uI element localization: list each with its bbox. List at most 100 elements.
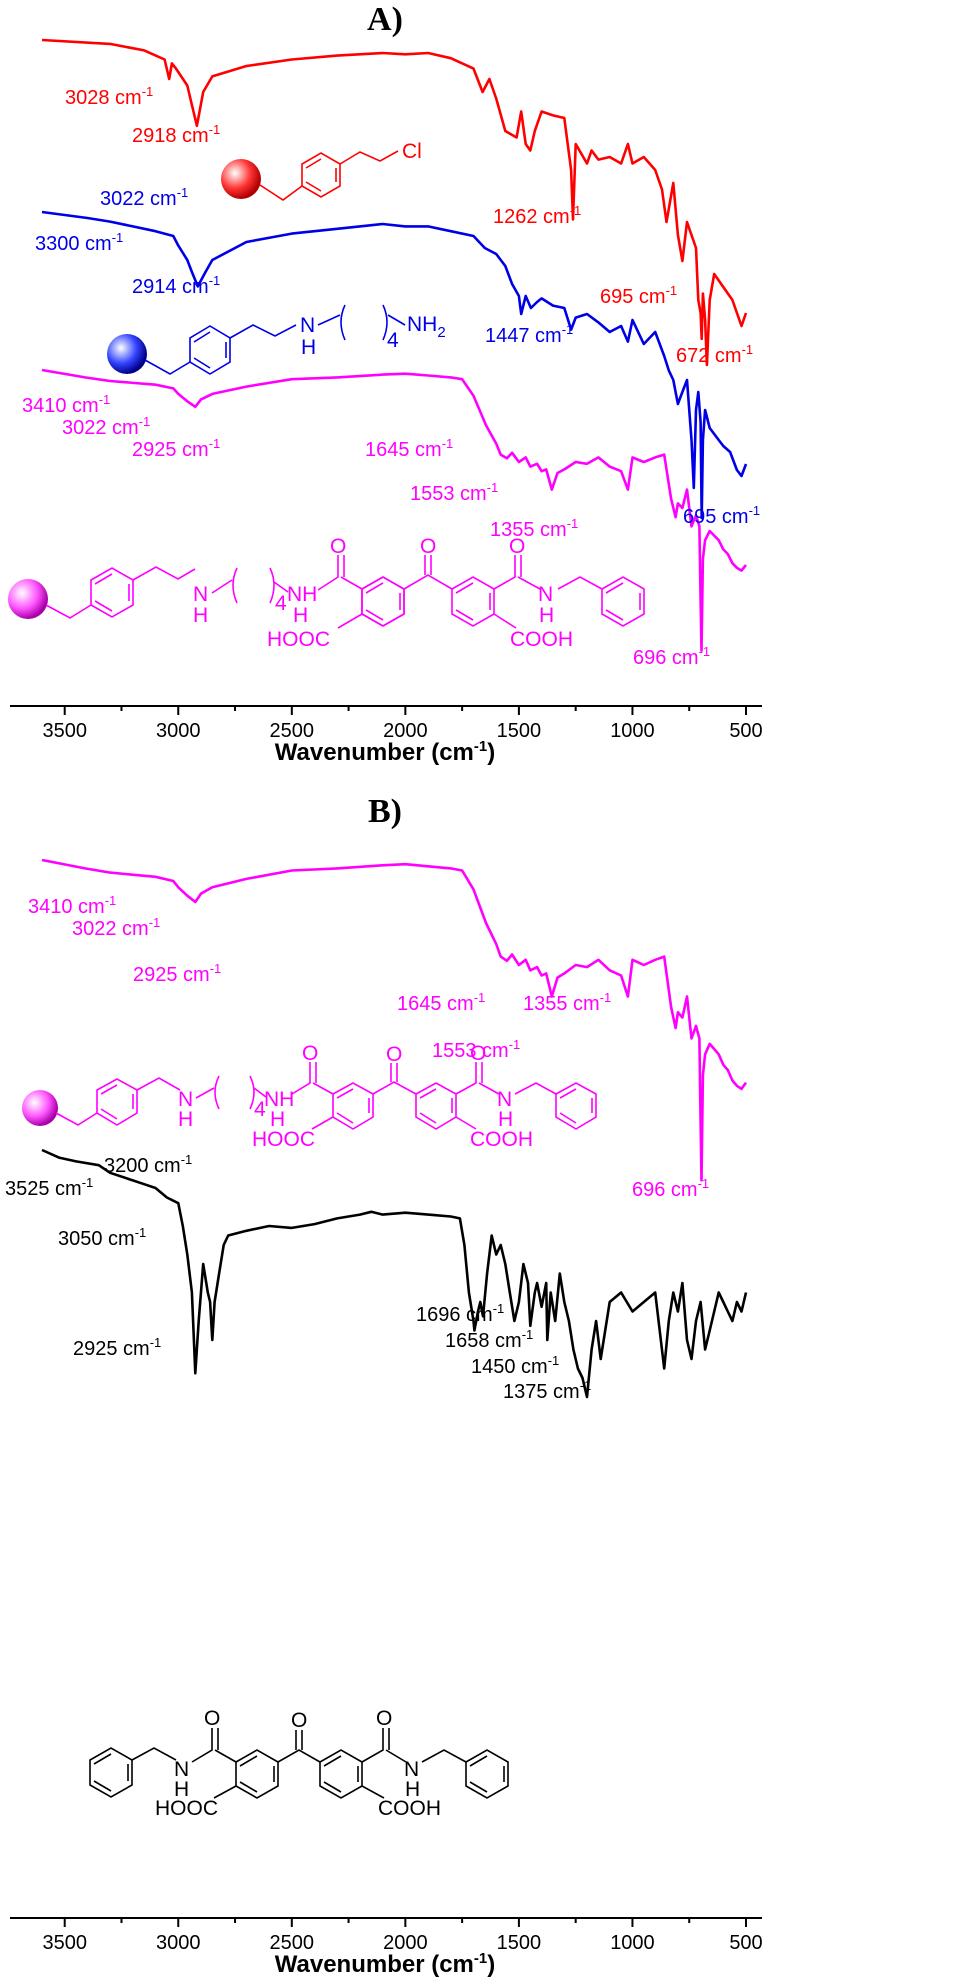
- x-tick-label: 3500: [42, 1932, 87, 1954]
- x-tick-label: 2000: [383, 1932, 428, 1954]
- x-tick-label: 1000: [610, 720, 655, 742]
- n-label-blue: N: [300, 314, 315, 337]
- resin-bead-magenta-b: [22, 1090, 58, 1126]
- resin-bead-red: [221, 159, 261, 199]
- ann-a-blue-1447: 1447 cm-1: [485, 322, 573, 347]
- spectrum-line-red: [41, 38, 748, 367]
- h-label-mag-3: H: [539, 604, 554, 627]
- structure-blue-diamine: N H 4 NH2: [107, 304, 446, 375]
- x-tick-label: 3500: [42, 720, 87, 742]
- o-label-blk-2: O: [291, 1709, 307, 1732]
- ann-a-mag-1645: 1645 cm-1: [365, 436, 453, 461]
- panel-b: B) 3500 3000 2500 2000 1500 1000 500 Wavenumbe…: [5, 793, 763, 1978]
- x-tick-label: 1500: [497, 720, 542, 742]
- o-label-magb-1: O: [302, 1042, 318, 1065]
- x-tick-label: 2000: [383, 720, 428, 742]
- panel-a: A) 3500 3000 2500 2000 1500 1000 500 Wavenumbe…: [8, 1, 763, 766]
- structure-black-diamide: N H O HOOC O COOH O N H: [89, 1707, 509, 1820]
- ann-a-blue-2914: 2914 cm-1: [132, 273, 220, 298]
- o-label-mag-3: O: [509, 535, 525, 558]
- panel-b-x-axis-label: Wavenumber (cm-1): [275, 1950, 496, 1978]
- h-label-blk-1: H: [174, 1778, 189, 1801]
- n4-label-magb: 4: [254, 1098, 266, 1121]
- x-tick-label: 2500: [270, 720, 315, 742]
- nh-label-mag: NH: [287, 583, 317, 606]
- ann-a-red-2918: 2918 cm-1: [132, 122, 220, 147]
- n-label-mag-1: N: [193, 583, 208, 606]
- h-label-magb-2: H: [270, 1108, 285, 1131]
- h-label-blue: H: [301, 336, 316, 359]
- n-label-mag-2: N: [538, 583, 553, 606]
- hooc-label-mag: HOOC: [267, 628, 330, 651]
- ann-b-mag-3022: 3022 cm-1: [72, 915, 160, 940]
- ann-a-blue-3300: 3300 cm-1: [35, 230, 123, 255]
- o-label-blk-3: O: [376, 1707, 392, 1730]
- ann-b-blk-3200: 3200 cm-1: [104, 1152, 192, 1177]
- resin-bead-blue: [107, 334, 147, 374]
- ann-a-mag-2925: 2925 cm-1: [132, 436, 220, 461]
- ann-a-red-1262: 1262 cm-1: [493, 203, 581, 228]
- ann-a-mag-3410: 3410 cm-1: [22, 392, 110, 417]
- n-label-magb-1: N: [178, 1088, 193, 1111]
- spectrum-line-blue: [41, 210, 748, 520]
- ann-b-mag-1553: 1553 cm-1: [432, 1037, 520, 1062]
- o-label-blk-1: O: [204, 1707, 220, 1730]
- cooh-label-magb: COOH: [470, 1128, 533, 1151]
- ann-b-mag-696: 696 cm-1: [632, 1176, 709, 1201]
- x-tick-label: 1500: [497, 1932, 542, 1954]
- ann-b-mag-2925: 2925 cm-1: [133, 961, 221, 986]
- spectrum-line-magenta: [41, 368, 748, 652]
- ann-b-blk-3050: 3050 cm-1: [58, 1225, 146, 1250]
- ann-b-mag-1645: 1645 cm-1: [397, 990, 485, 1015]
- ann-b-blk-1658: 1658 cm-1: [445, 1327, 533, 1352]
- ann-b-blk-1450: 1450 cm-1: [471, 1353, 559, 1378]
- n4-label-mag: 4: [275, 592, 287, 615]
- ann-b-mag-1355: 1355 cm-1: [523, 990, 611, 1015]
- hooc-label-magb: HOOC: [252, 1128, 315, 1151]
- nh-label-magb: NH: [264, 1088, 294, 1111]
- ann-a-red-672: 672 cm-1: [676, 342, 753, 367]
- x-tick-label: 500: [729, 720, 762, 742]
- hooc-label-blk: HOOC: [155, 1797, 218, 1820]
- ann-b-blk-1696: 1696 cm-1: [416, 1301, 504, 1326]
- n4-label-blue: 4: [387, 329, 399, 352]
- structure-red-chloromethyl: Cl: [221, 140, 422, 201]
- o-label-magb-3: O: [470, 1042, 486, 1065]
- ann-a-red-695: 695 cm-1: [600, 283, 677, 308]
- ann-a-mag-3022: 3022 cm-1: [62, 414, 150, 439]
- x-tick-label: 500: [729, 1932, 762, 1954]
- panel-a-annotations: 3028 cm-1 2918 cm-1 1262 cm-1 695 cm-1 6…: [22, 84, 760, 669]
- panel-b-x-axis: 3500 3000 2500 2000 1500 1000 500: [10, 1917, 763, 1954]
- panel-a-x-axis-label: Wavenumber (cm-1): [275, 738, 496, 766]
- h-label-blk-2: H: [405, 1778, 420, 1801]
- nh2-label: NH2: [407, 313, 446, 341]
- n-label-blk-2: N: [404, 1758, 419, 1781]
- panel-b-series-group: [41, 858, 748, 1399]
- ann-b-blk-2925: 2925 cm-1: [73, 1335, 161, 1360]
- h-label-magb-1: H: [178, 1108, 193, 1131]
- o-label-magb-2: O: [386, 1043, 402, 1066]
- x-tick-label: 3000: [156, 1932, 201, 1954]
- ann-b-blk-3525: 3525 cm-1: [5, 1175, 93, 1200]
- x-tick-label: 1000: [610, 1932, 655, 1954]
- x-tick-label: 2500: [270, 1932, 315, 1954]
- panel-a-label: A): [367, 1, 403, 38]
- h-label-magb-3: H: [498, 1108, 513, 1131]
- ann-a-red-3028: 3028 cm-1: [65, 84, 153, 109]
- cooh-label-blk: COOH: [378, 1797, 441, 1820]
- panel-b-annotations: 3410 cm-1 3022 cm-1 2925 cm-1 1645 cm-1 …: [5, 893, 709, 1403]
- panel-a-series-group: [41, 38, 748, 652]
- ann-a-mag-1355: 1355 cm-1: [490, 516, 578, 541]
- o-label-mag-2: O: [420, 535, 436, 558]
- n-label-blk-1: N: [174, 1758, 189, 1781]
- n-label-magb-2: N: [497, 1088, 512, 1111]
- panel-a-x-axis: 3500 3000 2500 2000 1500 1000 500: [10, 705, 763, 742]
- ann-a-blue-695: 695 cm-1: [683, 503, 760, 528]
- cooh-label-mag: COOH: [510, 628, 573, 651]
- x-tick-label: 3000: [156, 720, 201, 742]
- h-label-mag-2: H: [293, 604, 308, 627]
- o-label-mag-1: O: [330, 535, 346, 558]
- ann-a-blue-3022: 3022 cm-1: [100, 185, 188, 210]
- cl-label: Cl: [402, 140, 422, 163]
